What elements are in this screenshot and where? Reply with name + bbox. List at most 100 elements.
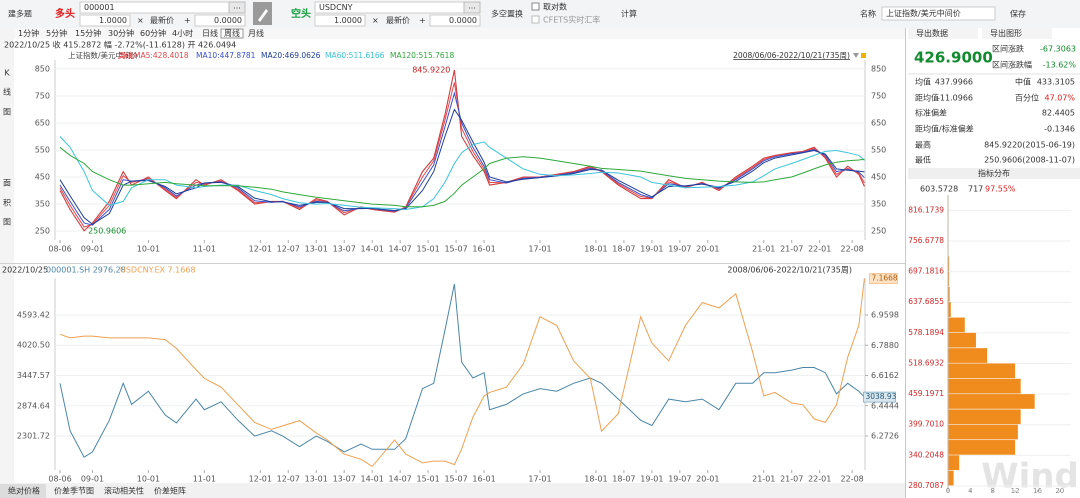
side-label[interactable]: 积 bbox=[3, 198, 11, 208]
x-tick-label: 13-07 bbox=[333, 475, 356, 484]
tab[interactable]: 15分钟 bbox=[75, 28, 101, 38]
short-price: 最新价 bbox=[386, 15, 410, 25]
annotation: 250.9606 bbox=[88, 226, 126, 235]
side-label[interactable]: 图 bbox=[3, 108, 11, 117]
x-tick-label: 20-01 bbox=[696, 245, 719, 254]
panel-button[interactable]: 导出图形 bbox=[990, 28, 1022, 38]
side-label[interactable]: 线 bbox=[3, 87, 11, 97]
x-tick-label: 19-07 bbox=[668, 245, 691, 254]
panel-button-bg[interactable] bbox=[908, 28, 978, 39]
y-tick-label: 550 bbox=[35, 146, 50, 155]
y2-tick-label: 6.6162 bbox=[871, 371, 899, 380]
bottom-tab[interactable]: 滚动相关性 bbox=[104, 486, 144, 496]
bottom-tab[interactable]: 价差矩阵 bbox=[154, 486, 186, 496]
hist-bar bbox=[948, 455, 960, 471]
y-tick-label: 340.2048 bbox=[908, 450, 944, 459]
y-tick-label: 650 bbox=[35, 118, 50, 127]
series-line bbox=[59, 108, 865, 225]
series-line bbox=[59, 136, 865, 211]
x-tick-label: 08-06 bbox=[48, 245, 71, 254]
stat-label: 百分位 bbox=[1015, 93, 1039, 103]
log-label: 取对数 bbox=[543, 2, 567, 12]
bottom-tab[interactable]: 绝对价格 bbox=[8, 486, 40, 496]
tab[interactable]: 月线 bbox=[248, 28, 264, 38]
swap-button[interactable]: 多空置换 bbox=[491, 9, 523, 19]
calc-button[interactable]: 计算 bbox=[621, 9, 637, 19]
save-button[interactable]: 保存 bbox=[1010, 9, 1026, 19]
hist-header: 603.5728 bbox=[920, 185, 958, 194]
y-tick-label: 250 bbox=[35, 227, 50, 236]
series-line bbox=[59, 82, 865, 228]
x-tick-label: 8 bbox=[990, 487, 994, 495]
brand: 建多题 bbox=[8, 9, 32, 19]
tab[interactable]: 4小时 bbox=[172, 28, 193, 38]
hist-bar bbox=[948, 424, 1018, 440]
watermark: Wind bbox=[981, 457, 1079, 497]
x-tick-label: 19-01 bbox=[640, 245, 663, 254]
long-add: 0.0000 bbox=[214, 16, 242, 25]
price: 426.9000 bbox=[914, 49, 993, 67]
tab[interactable]: 周线 bbox=[224, 28, 240, 38]
y-tick-label-right: 350 bbox=[871, 200, 886, 209]
x-tick-label: 12 bbox=[1011, 487, 1020, 495]
x-tick-label: 12-01 bbox=[249, 245, 272, 254]
edit-button[interactable] bbox=[253, 2, 272, 25]
x-tick-label: 21-07 bbox=[780, 475, 803, 484]
short-more-button[interactable] bbox=[463, 1, 481, 14]
x-tick-label: 21-01 bbox=[752, 245, 775, 254]
short-op: × bbox=[372, 16, 379, 25]
series-line bbox=[59, 283, 865, 458]
lock-icon bbox=[861, 53, 866, 58]
long-add-input[interactable] bbox=[194, 14, 246, 27]
cfets-checkbox[interactable] bbox=[531, 15, 540, 24]
change-label: 区间涨跌 bbox=[992, 44, 1024, 54]
name-label: 名称 bbox=[860, 9, 876, 19]
change-label: 区间涨跌幅 bbox=[992, 60, 1032, 70]
hist-bar bbox=[948, 409, 1021, 425]
legend-entry: USDCNY.EX 7.1668 bbox=[120, 266, 196, 275]
y-tick-label: 850 bbox=[35, 64, 50, 73]
short-mult-input[interactable] bbox=[314, 14, 366, 27]
long-more-button[interactable] bbox=[228, 1, 246, 14]
side-label[interactable]: K bbox=[4, 69, 10, 78]
hist-bar bbox=[948, 332, 976, 348]
side-label[interactable]: 面 bbox=[3, 179, 11, 188]
x-tick-label: 16 bbox=[1033, 487, 1042, 495]
bottom-tab-bg bbox=[0, 483, 905, 498]
y-tick-label: 459.1971 bbox=[908, 389, 944, 398]
short-add-input[interactable] bbox=[429, 14, 481, 27]
panel-button-bg[interactable] bbox=[982, 28, 1052, 39]
legend-entry: MA10:447.8781 bbox=[196, 51, 256, 60]
stat-value: 82.4405 bbox=[1042, 109, 1075, 118]
tab[interactable]: 1分钟 bbox=[18, 28, 39, 38]
end-label-bg bbox=[869, 273, 898, 284]
log-checkbox[interactable] bbox=[531, 2, 540, 11]
y-tick-label-right: 750 bbox=[871, 91, 886, 100]
long-mult-input[interactable] bbox=[79, 14, 131, 27]
range-label[interactable]: 2008/06/06-2022/10/21(735周) bbox=[733, 51, 850, 60]
y-tick-label: 697.1816 bbox=[908, 267, 944, 276]
legend-entry: MA5:428.4018 bbox=[134, 51, 189, 60]
x-tick-label: 19-07 bbox=[668, 475, 691, 484]
side-label[interactable]: 图 bbox=[3, 218, 11, 227]
series-line bbox=[59, 278, 865, 468]
tab[interactable]: 日线 bbox=[202, 28, 218, 38]
bottom-tab[interactable]: 价差季节图 bbox=[54, 486, 94, 496]
tab[interactable]: 30分钟 bbox=[108, 28, 134, 38]
long-label: 多头 bbox=[55, 7, 75, 20]
x-tick-label: 14-07 bbox=[389, 245, 412, 254]
change-value: -67.3063 bbox=[1040, 45, 1076, 54]
hist-bar bbox=[948, 363, 1016, 379]
legend-entry: MA120:515.7618 bbox=[390, 51, 454, 60]
x-tick-label: 19-01 bbox=[640, 475, 663, 484]
short-code: USDCNY bbox=[319, 3, 353, 12]
tab[interactable]: 5分钟 bbox=[46, 28, 67, 38]
y-tick-label: 2301.72 bbox=[17, 432, 50, 441]
panel-button[interactable]: 导出数据 bbox=[916, 28, 948, 38]
x-tick-label: 15-01 bbox=[416, 245, 439, 254]
x-tick-label: 14-07 bbox=[389, 475, 412, 484]
y-tick-label: 280.7087 bbox=[908, 481, 944, 490]
tab[interactable]: 60分钟 bbox=[140, 28, 166, 38]
name-input[interactable] bbox=[881, 6, 996, 21]
